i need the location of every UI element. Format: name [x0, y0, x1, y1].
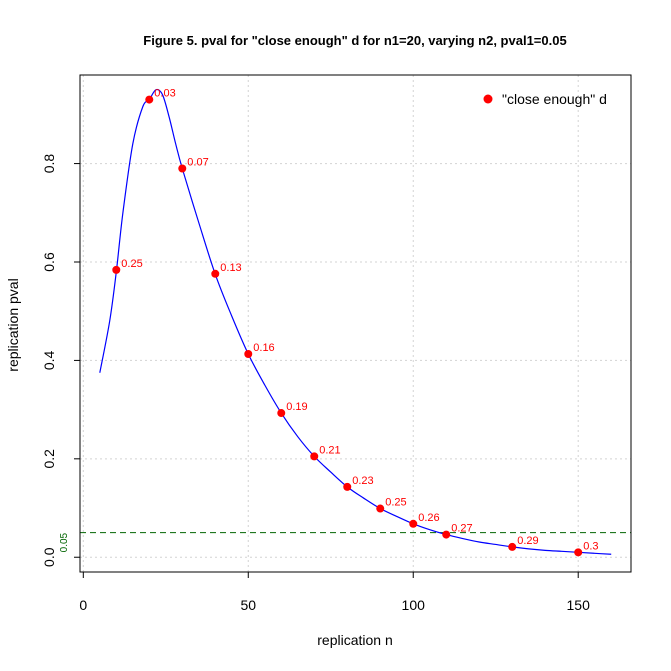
- data-label: 0.25: [121, 258, 142, 270]
- reference-line-label: 0.05: [59, 532, 70, 552]
- x-axis: 0 50 100 150: [79, 572, 590, 613]
- data-label: 0.29: [517, 535, 538, 547]
- data-point: [508, 542, 517, 551]
- x-axis-label: replication n: [317, 632, 393, 648]
- data-label: 0.07: [187, 156, 208, 168]
- data-point: [574, 548, 583, 557]
- data-point: [442, 530, 451, 539]
- data-point: [211, 269, 220, 278]
- data-point: [409, 519, 418, 528]
- data-label: 0.19: [286, 401, 307, 413]
- data-label: 0.16: [253, 342, 274, 354]
- data-label: 0.03: [154, 88, 175, 100]
- data-point: [376, 504, 385, 513]
- data-point: [277, 409, 286, 418]
- y-tick-label: 0.6: [41, 252, 57, 272]
- data-label: 0.27: [451, 523, 472, 535]
- legend-entry: "close enough" d: [502, 91, 607, 107]
- data-point: [178, 164, 187, 173]
- chart-title: Figure 5. pval for "close enough" d for …: [143, 33, 566, 48]
- data-point: [244, 350, 253, 359]
- data-label: 0.25: [385, 497, 406, 509]
- data-label: 0.3: [583, 540, 598, 552]
- x-tick-label: 100: [402, 597, 426, 613]
- point-labels: 0.25 0.03 0.07 0.13 0.16 0.19 0.21 0.23 0.25 0.26…: [121, 88, 598, 553]
- legend-marker: [483, 94, 493, 104]
- y-tick-label: 0.8: [41, 154, 57, 174]
- y-axis-label: replication pval: [5, 278, 21, 371]
- y-tick-label: 0.4: [41, 350, 57, 370]
- y-tick-label: 0.0: [41, 547, 57, 567]
- data-point: [145, 95, 154, 104]
- x-tick-label: 0: [79, 597, 87, 613]
- legend: "close enough" d: [483, 91, 607, 107]
- y-axis: 0.0 0.2 0.4 0.6 0.8: [41, 154, 80, 567]
- x-tick-label: 50: [240, 597, 256, 613]
- y-tick-label: 0.2: [41, 449, 57, 469]
- data-points: [112, 95, 583, 557]
- data-point: [343, 482, 352, 491]
- data-label: 0.13: [220, 262, 241, 274]
- data-label: 0.21: [319, 444, 340, 456]
- data-point: [310, 452, 319, 461]
- data-point: [112, 265, 121, 274]
- x-tick-label: 150: [567, 597, 591, 613]
- grid: [80, 75, 631, 572]
- data-label: 0.26: [418, 512, 439, 524]
- plot-frame: [79, 74, 632, 573]
- data-label: 0.23: [352, 475, 373, 487]
